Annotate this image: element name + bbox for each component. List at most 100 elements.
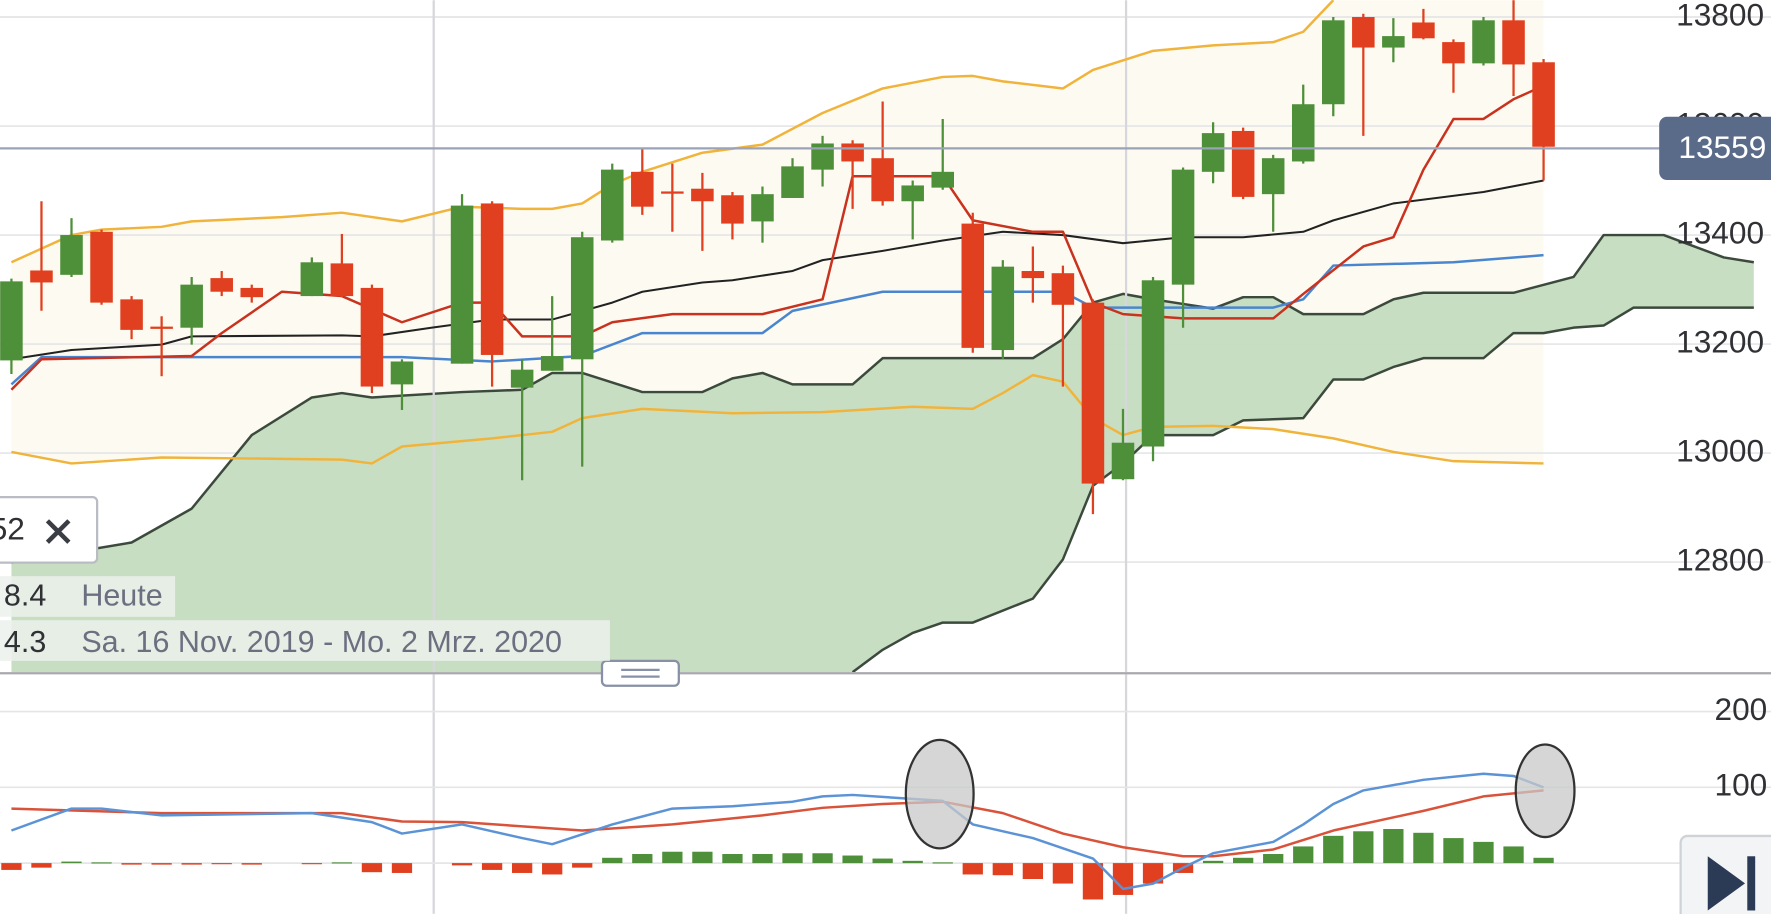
close-icon <box>45 519 71 544</box>
histogram-bar <box>61 861 82 864</box>
sma-line <box>11 179 1544 361</box>
pane-resize-handle[interactable] <box>600 659 680 687</box>
cloud-span-b <box>851 306 1754 673</box>
candle-body <box>390 361 414 385</box>
candle-body <box>781 166 804 198</box>
candle-body <box>1412 22 1435 39</box>
candle-body <box>1382 36 1405 48</box>
candle-body <box>901 185 924 202</box>
candle-body <box>1171 169 1195 285</box>
histogram-bar <box>1293 846 1314 864</box>
histogram-bar <box>932 862 953 864</box>
candle-body <box>841 143 864 162</box>
candle-body <box>600 169 624 241</box>
y-tick-label: 13200 <box>1676 323 1764 359</box>
candle-body <box>811 143 834 170</box>
candle-body <box>1231 130 1255 197</box>
legend-box <box>0 495 99 564</box>
histogram-bar <box>872 858 893 864</box>
candle-body <box>150 326 173 329</box>
histogram-bar <box>241 863 262 865</box>
histogram-bar <box>902 860 923 864</box>
y-tick-label: 100 <box>1715 767 1768 803</box>
candle-body <box>1472 20 1495 64</box>
y-tick-label: 13800 <box>1676 0 1764 32</box>
histogram-bar <box>992 863 1013 876</box>
candle-body <box>1201 133 1225 172</box>
price-pane <box>0 0 1771 673</box>
legend-row <box>0 576 176 617</box>
histogram-bar <box>481 863 503 870</box>
candle-body <box>661 191 684 194</box>
candle-body <box>1141 280 1165 447</box>
legend-value: 4.3 <box>4 625 46 659</box>
candle-body <box>721 195 744 224</box>
cloud-fill <box>11 235 1754 673</box>
candle-body <box>90 231 113 303</box>
candle-body <box>330 263 354 297</box>
candle-body <box>991 266 1015 351</box>
candle-body <box>480 203 504 355</box>
histogram-bar <box>752 854 773 864</box>
histogram-bar <box>812 853 833 864</box>
histogram-bar <box>211 863 232 865</box>
candle-body <box>240 287 264 298</box>
histogram-bar <box>1052 863 1074 884</box>
candle-body <box>540 356 564 371</box>
legend-header: 52 <box>0 510 25 546</box>
jump-to-end-button[interactable] <box>1679 834 1771 914</box>
candle-body <box>300 262 324 297</box>
y-tick-label: 12800 <box>1676 541 1764 577</box>
candle-body <box>360 287 384 387</box>
y-tick-label: 13400 <box>1676 214 1764 250</box>
histogram-bar <box>722 854 743 864</box>
histogram-bar <box>1142 863 1164 884</box>
histogram-bar <box>1112 863 1134 895</box>
histogram-bar <box>1503 846 1524 864</box>
histogram-bar <box>451 863 473 866</box>
legend-close[interactable] <box>45 519 71 544</box>
candle-body <box>1051 273 1075 305</box>
candle-body <box>631 171 654 207</box>
candle-body <box>450 205 474 364</box>
bollinger-lower <box>11 373 1544 465</box>
play-icon <box>1707 856 1746 911</box>
y-tick-label: 13000 <box>1676 432 1764 468</box>
histogram-bar <box>632 854 653 864</box>
candle-body <box>30 270 53 283</box>
histogram-bar <box>1022 863 1043 880</box>
candle-body <box>961 223 985 348</box>
histogram-bar <box>1473 841 1494 864</box>
candle-body <box>1532 62 1555 147</box>
histogram-bar <box>1443 838 1464 864</box>
candle-body <box>691 188 714 202</box>
macd-line <box>10 772 1544 891</box>
histogram-bar <box>301 863 322 865</box>
histogram-bar <box>391 863 413 873</box>
cloud-span-a <box>11 233 1755 564</box>
histogram-bar <box>782 853 803 864</box>
histogram-bar <box>1202 860 1224 864</box>
legend-label: Heute <box>81 579 162 613</box>
legend-value: 8.4 <box>4 579 46 613</box>
candle-body <box>1502 20 1525 65</box>
histogram-bar <box>1263 854 1284 864</box>
histogram-bar <box>1323 835 1344 864</box>
histogram-bar <box>842 855 863 864</box>
histogram-bar <box>331 862 353 864</box>
candle-body <box>1291 104 1315 162</box>
histogram-bar <box>692 851 713 864</box>
legend-label: Sa. 16 Nov. 2019 - Mo. 2 Mrz. 2020 <box>81 625 562 659</box>
histogram-bar <box>31 863 52 868</box>
histogram-bar <box>181 863 202 865</box>
candle-body <box>1021 271 1045 279</box>
histogram-bar <box>91 862 112 864</box>
last-price-badge <box>1659 116 1771 181</box>
candle-body <box>1111 442 1135 480</box>
highlight-circle <box>904 738 975 850</box>
candle-body <box>60 235 83 275</box>
candle-body <box>1352 17 1375 48</box>
candle-body <box>180 284 203 328</box>
histogram-bar <box>1413 832 1434 864</box>
